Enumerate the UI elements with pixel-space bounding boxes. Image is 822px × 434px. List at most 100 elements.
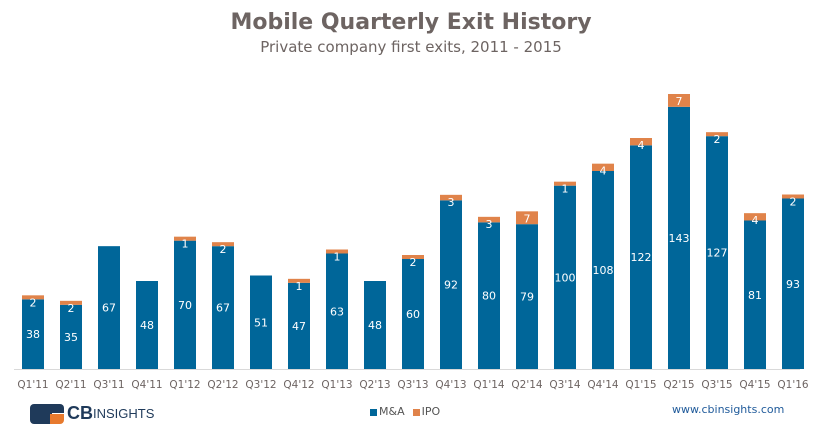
bar-ma-4 <box>174 240 196 369</box>
data-label-ma-14: 100 <box>555 271 576 284</box>
x-tick-label-20: Q1'16 <box>777 379 809 391</box>
bar-ma-19 <box>744 220 766 369</box>
bar-ma-16 <box>630 145 652 369</box>
bar-ipo-15 <box>592 163 614 171</box>
data-label-ma-16: 122 <box>631 251 652 264</box>
x-tick-label-16: Q1'15 <box>625 379 656 391</box>
data-label-ipo-16: 4 <box>638 139 645 152</box>
bar-ipo-1 <box>60 300 82 305</box>
data-label-ipo-14: 1 <box>562 183 569 196</box>
data-label-ma-4: 70 <box>178 299 192 312</box>
x-tick-label-3: Q4'11 <box>131 379 162 391</box>
x-tick-label-19: Q4'15 <box>739 379 770 391</box>
data-label-ma-10: 60 <box>406 308 420 321</box>
bar-ipo-5 <box>212 242 234 247</box>
data-label-ipo-7: 1 <box>296 280 303 293</box>
data-label-ma-20: 93 <box>786 278 800 291</box>
bar-ma-9 <box>364 281 386 369</box>
bar-ipo-16 <box>630 138 652 146</box>
bar-ma-14 <box>554 185 576 369</box>
bar-ipo-19 <box>744 213 766 221</box>
data-label-ipo-11: 3 <box>448 196 455 209</box>
x-tick-label-13: Q2'14 <box>511 379 543 391</box>
x-tick-label-4: Q1'12 <box>169 379 200 391</box>
bar-ma-17 <box>668 106 690 369</box>
bar-ipo-11 <box>440 194 462 201</box>
data-label-ipo-8: 1 <box>334 251 341 264</box>
data-label-ma-19: 81 <box>748 289 762 302</box>
data-label-ma-5: 67 <box>216 302 230 315</box>
x-tick-label-18: Q3'15 <box>701 379 732 391</box>
x-tick-label-10: Q3'13 <box>397 379 428 391</box>
bar-ipo-0 <box>22 295 44 300</box>
x-tick-label-14: Q3'14 <box>549 379 581 391</box>
chart-legend: M&A IPO <box>370 405 440 418</box>
bar-ipo-4 <box>174 236 196 241</box>
legend-swatch-ma <box>370 408 377 416</box>
legend-swatch-ipo <box>412 408 420 416</box>
bar-ipo-17 <box>668 94 690 107</box>
bar-ipo-14 <box>554 181 576 186</box>
data-label-ipo-20: 2 <box>790 196 797 209</box>
x-tick-label-8: Q1'13 <box>321 379 352 391</box>
bar-ma-2 <box>98 246 120 369</box>
x-tick-label-5: Q2'12 <box>207 379 238 391</box>
bar-ipo-12 <box>478 216 500 223</box>
bar-ma-7 <box>288 282 310 369</box>
data-label-ma-6: 51 <box>254 316 268 329</box>
legend-label-ipo: IPO <box>421 405 441 418</box>
data-label-ipo-4: 1 <box>182 238 189 251</box>
legend-item-ma: M&A <box>370 405 405 418</box>
bar-ma-15 <box>592 171 614 369</box>
source-url-link[interactable]: www.cbinsights.com <box>672 403 785 416</box>
bar-ma-3 <box>136 281 158 369</box>
bar-ma-5 <box>212 246 234 369</box>
data-label-ma-7: 47 <box>292 320 306 333</box>
logo-insights-text: INSIGHTS <box>93 406 155 421</box>
bar-ma-1 <box>60 304 82 369</box>
bar-ipo-7 <box>288 278 310 283</box>
bar-ipo-20 <box>782 194 804 199</box>
data-label-ipo-10: 2 <box>410 256 417 269</box>
bar-ma-20 <box>782 198 804 369</box>
data-label-ma-12: 80 <box>482 290 496 303</box>
bar-ipo-13 <box>516 211 538 225</box>
x-tick-label-2: Q3'11 <box>93 379 124 391</box>
data-label-ipo-1: 2 <box>68 302 75 315</box>
cb-insights-logo: CB INSIGHTS <box>30 403 154 424</box>
data-label-ipo-5: 2 <box>220 243 227 256</box>
data-label-ma-18: 127 <box>707 247 728 260</box>
data-label-ma-1: 35 <box>64 331 78 344</box>
data-label-ma-13: 79 <box>520 291 534 304</box>
data-label-ma-0: 38 <box>26 328 40 341</box>
bar-ma-13 <box>516 224 538 369</box>
bar-ma-6 <box>250 275 272 369</box>
data-label-ma-8: 63 <box>330 305 344 318</box>
x-tick-label-17: Q2'15 <box>663 379 694 391</box>
x-tick-label-6: Q3'12 <box>245 379 276 391</box>
x-tick-label-1: Q2'11 <box>55 379 86 391</box>
data-label-ipo-15: 4 <box>600 165 607 178</box>
bar-ma-10 <box>402 259 424 369</box>
x-tick-label-0: Q1'11 <box>17 379 48 391</box>
data-label-ma-3: 48 <box>140 319 154 332</box>
data-label-ma-2: 67 <box>102 302 116 315</box>
bar-ipo-18 <box>706 132 728 137</box>
logo-cb-text: CB <box>67 403 93 423</box>
x-tick-label-11: Q4'13 <box>435 379 466 391</box>
x-tick-label-9: Q2'13 <box>359 379 390 391</box>
x-tick-label-15: Q4'14 <box>587 379 619 391</box>
data-label-ipo-13: 7 <box>524 212 531 225</box>
bar-ma-0 <box>22 299 44 369</box>
data-label-ma-17: 143 <box>669 232 690 245</box>
legend-label-ma: M&A <box>379 405 405 418</box>
x-tick-label-12: Q1'14 <box>473 379 505 391</box>
data-label-ipo-0: 2 <box>30 296 37 309</box>
data-label-ipo-12: 3 <box>486 218 493 231</box>
bar-ma-11 <box>440 200 462 369</box>
bar-ma-8 <box>326 253 348 369</box>
cb-insights-logo-icon <box>30 403 64 424</box>
data-label-ma-11: 92 <box>444 279 458 292</box>
chart-title: Mobile Quarterly Exit History <box>230 10 592 35</box>
